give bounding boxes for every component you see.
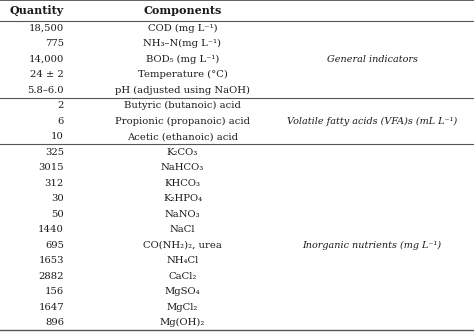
Text: 1653: 1653 (38, 256, 64, 265)
Text: 2882: 2882 (38, 272, 64, 281)
Text: 50: 50 (51, 210, 64, 219)
Text: Butyric (butanoic) acid: Butyric (butanoic) acid (124, 101, 241, 110)
Text: 24 ± 2: 24 ± 2 (30, 70, 64, 79)
Text: 695: 695 (45, 241, 64, 250)
Text: 775: 775 (45, 39, 64, 48)
Text: Acetic (ethanoic) acid: Acetic (ethanoic) acid (127, 132, 238, 141)
Text: 312: 312 (45, 179, 64, 188)
Text: 5.8–6.0: 5.8–6.0 (27, 86, 64, 95)
Text: pH (adjusted using NaOH): pH (adjusted using NaOH) (115, 86, 250, 95)
Text: Volatile fatty acids (VFA)s (mL L⁻¹): Volatile fatty acids (VFA)s (mL L⁻¹) (287, 117, 457, 126)
Text: MgSO₄: MgSO₄ (164, 287, 201, 296)
Text: MgCl₂: MgCl₂ (167, 302, 198, 312)
Text: NH₄Cl: NH₄Cl (166, 256, 199, 265)
Text: 2: 2 (58, 101, 64, 110)
Text: Inorganic nutrients (mg L⁻¹): Inorganic nutrients (mg L⁻¹) (302, 241, 442, 250)
Text: NaCl: NaCl (170, 225, 195, 234)
Text: BOD₅ (mg L⁻¹): BOD₅ (mg L⁻¹) (146, 55, 219, 64)
Text: General indicators: General indicators (327, 55, 418, 64)
Text: Propionic (propanoic) acid: Propionic (propanoic) acid (115, 117, 250, 126)
Text: 156: 156 (45, 287, 64, 296)
Text: COD (mg L⁻¹): COD (mg L⁻¹) (148, 24, 217, 33)
Text: 10: 10 (51, 132, 64, 141)
Text: 896: 896 (45, 318, 64, 327)
Text: 14,000: 14,000 (28, 55, 64, 64)
Text: 6: 6 (58, 117, 64, 126)
Text: 1440: 1440 (38, 225, 64, 234)
Text: 1647: 1647 (38, 302, 64, 312)
Text: NaNO₃: NaNO₃ (164, 210, 201, 219)
Text: Components: Components (143, 5, 222, 16)
Text: CaCl₂: CaCl₂ (168, 272, 197, 281)
Text: 3015: 3015 (38, 163, 64, 172)
Text: NH₃–N(mg L⁻¹): NH₃–N(mg L⁻¹) (144, 39, 221, 48)
Text: 30: 30 (51, 194, 64, 203)
Text: Temperature (°C): Temperature (°C) (137, 70, 228, 79)
Text: Quantity: Quantity (10, 5, 64, 16)
Text: 325: 325 (45, 148, 64, 157)
Text: K₂CO₃: K₂CO₃ (167, 148, 198, 157)
Text: NaHCO₃: NaHCO₃ (161, 163, 204, 172)
Text: 18,500: 18,500 (29, 24, 64, 33)
Text: Mg(OH)₂: Mg(OH)₂ (160, 318, 205, 327)
Text: K₂HPO₄: K₂HPO₄ (163, 194, 202, 203)
Text: CO(NH₂)₂, urea: CO(NH₂)₂, urea (143, 241, 222, 250)
Text: KHCO₃: KHCO₃ (164, 179, 201, 188)
